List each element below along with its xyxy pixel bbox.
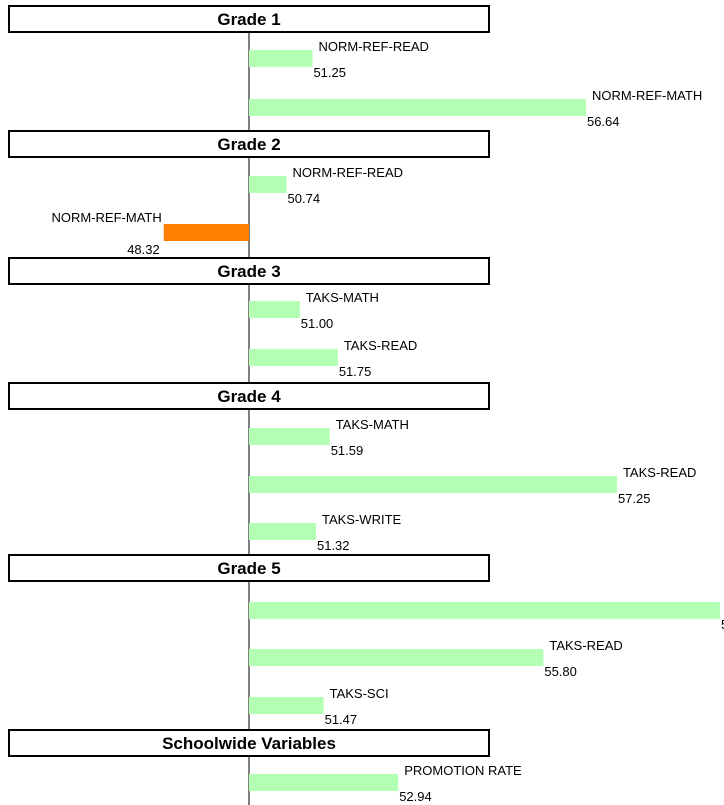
bar-value-grade-5-taks-sci: 51.47 [325,712,358,727]
bar-value-grade-3-taks-read: 51.75 [339,364,372,379]
group-header-grade-3 [8,257,490,285]
bar-value-grade-1-norm-ref-math: 56.64 [587,114,620,129]
bar-value-grade-5-taks-read: 55.80 [544,664,577,679]
bar-label-grade-3-taks-math: TAKS-MATH [306,290,379,305]
bar-grade-1-norm-ref-read [249,50,313,67]
bar-grade-5-taks-read [249,649,544,666]
bar-value-grade-1-norm-ref-read: 51.25 [313,65,346,80]
group-header-grade-4 [8,382,490,410]
bar-grade-2-norm-ref-math [163,224,249,241]
group-header-grade-5 [8,554,490,582]
group-title-grade-5: Grade 5 [217,559,280,578]
bar-label-grade-5-taks-sci: TAKS-SCI [330,686,389,701]
group-header-grade-2 [8,130,490,158]
group-title-schoolwide-variables: Schoolwide Variables [162,734,336,753]
bar-value-grade-4-taks-write: 51.32 [317,538,350,553]
group-title-grade-1: Grade 1 [217,10,280,29]
bar-value-grade-2-norm-ref-math: 48.32 [127,242,160,257]
bar-schoolwide-variables-promotion-rate [249,774,399,791]
bar-value-schoolwide-variables-promotion-rate: 52.94 [399,789,432,804]
bar-grade-5-taks-math [249,602,720,619]
bar-label-grade-2-norm-ref-read: NORM-REF-READ [293,165,404,180]
bar-label-grade-3-taks-read: TAKS-READ [344,338,417,353]
bar-label-grade-4-taks-math: TAKS-MATH [336,417,409,432]
bar-grade-4-taks-write [249,523,316,540]
group-title-grade-3: Grade 3 [217,262,280,281]
bar-label-schoolwide-variables-promotion-rate: PROMOTION RATE [404,763,522,778]
bar-grade-4-taks-math [249,428,330,445]
bar-value-grade-2-norm-ref-read: 50.74 [288,191,321,206]
bar-value-grade-5-taks-math: 59.28 [721,617,724,632]
bar-label-grade-2-norm-ref-math: NORM-REF-MATH [51,210,161,225]
bar-grade-3-taks-math [249,301,300,318]
bar-label-grade-1-norm-ref-read: NORM-REF-READ [318,39,429,54]
group-header-grade-1 [8,5,490,33]
bar-label-grade-1-norm-ref-math: NORM-REF-MATH [592,88,702,103]
bar-grade-4-taks-read [249,476,617,493]
group-title-grade-2: Grade 2 [217,135,280,154]
bar-label-grade-4-taks-write: TAKS-WRITE [322,512,402,527]
bar-value-grade-3-taks-math: 51.00 [301,316,334,331]
bar-label-grade-5-taks-read: TAKS-READ [549,638,622,653]
bar-label-grade-4-taks-read: TAKS-READ [623,465,696,480]
bar-grade-1-norm-ref-math [249,99,586,116]
group-header-schoolwide-variables [8,729,490,757]
bar-value-grade-4-taks-math: 51.59 [331,443,364,458]
bar-grade-2-norm-ref-read [249,176,287,193]
bar-grade-3-taks-read [249,349,338,366]
bar-value-grade-4-taks-read: 57.25 [618,491,651,506]
group-title-grade-4: Grade 4 [217,387,281,406]
bar-grade-5-taks-sci [249,697,324,714]
